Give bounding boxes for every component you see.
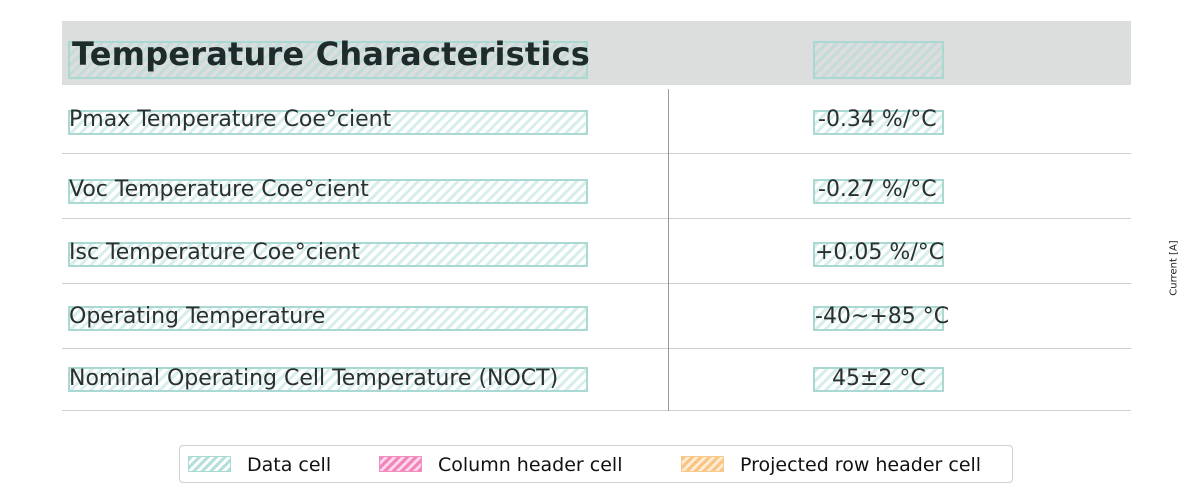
row-label: Pmax Temperature Coe°cient [69, 107, 392, 132]
row-divider [62, 218, 1131, 219]
row-value: -40~+85 °C [815, 304, 950, 329]
row-value-cell-highlight [813, 110, 944, 135]
title-cell-highlight [68, 41, 588, 79]
row-value-cell-highlight [813, 306, 944, 331]
row-divider [62, 348, 1131, 349]
row-label-cell-highlight [68, 242, 588, 267]
legend-swatch-data-cell [188, 456, 231, 472]
row-label-cell-highlight [68, 110, 588, 135]
side-axis-label: Current [A] [1168, 240, 1180, 296]
row-label: Nominal Operating Cell Temperature (NOCT… [69, 366, 559, 391]
legend-label: Data cell [247, 454, 332, 476]
row-value-cell-highlight [813, 367, 944, 392]
legend: Data cell Column header cell Projected r… [179, 445, 1013, 483]
row-label-cell-highlight [68, 179, 588, 204]
row-value: +0.05 %/°C [815, 240, 945, 265]
row-label-cell-highlight [68, 367, 588, 392]
row-value: -0.34 %/°C [818, 107, 937, 132]
row-value: -0.27 %/°C [818, 177, 937, 202]
table-bottom-rule [62, 410, 1131, 411]
row-label-cell-highlight [68, 306, 588, 331]
column-divider [668, 89, 669, 411]
row-label: Isc Temperature Coe°cient [69, 240, 361, 265]
row-label: Operating Temperature [69, 304, 326, 329]
row-divider [62, 153, 1131, 154]
row-label: Voc Temperature Coe°cient [69, 177, 369, 202]
row-value-cell-highlight [813, 242, 944, 267]
legend-swatch-column-header-cell [379, 456, 422, 472]
header-value-cell-highlight [813, 41, 944, 79]
row-value-cell-highlight [813, 179, 944, 204]
legend-label: Projected row header cell [740, 454, 982, 476]
table-title: Temperature Characteristics [72, 35, 590, 73]
row-divider [62, 283, 1131, 284]
legend-label: Column header cell [438, 454, 623, 476]
table-header-band [62, 21, 1131, 85]
row-value: 45±2 °C [832, 366, 926, 391]
legend-swatch-projected-row-header-cell [681, 456, 724, 472]
